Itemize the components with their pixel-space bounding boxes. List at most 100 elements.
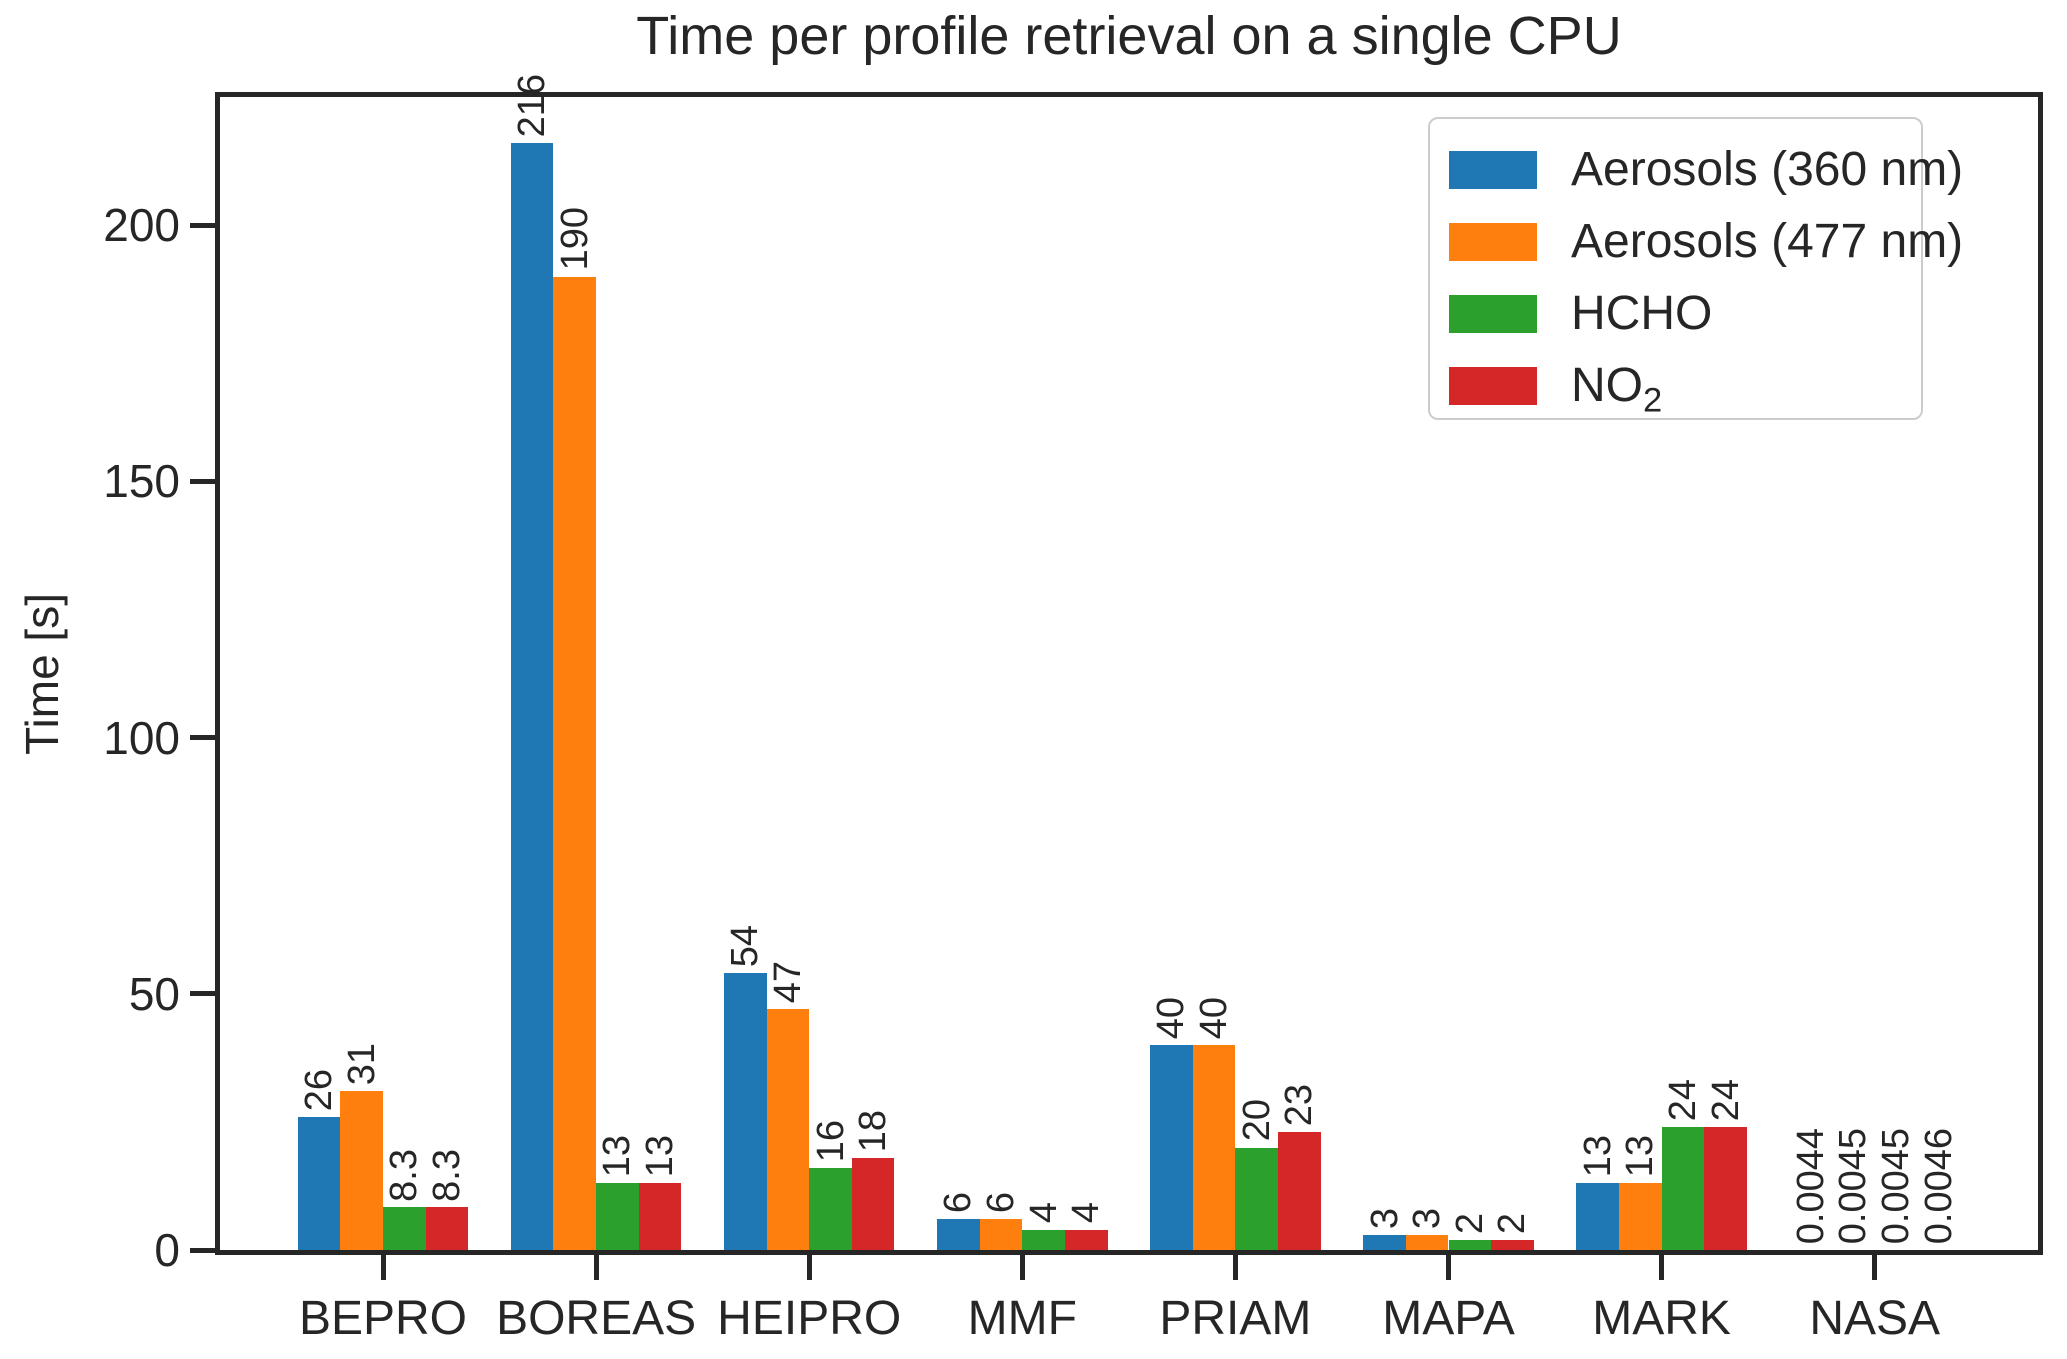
bar-value-label: 3 — [1406, 1207, 1449, 1229]
legend-label-subscript: 2 — [1643, 381, 1663, 420]
y-tick — [190, 222, 215, 228]
bar — [1064, 1229, 1108, 1250]
x-tick — [593, 1255, 599, 1280]
y-tick-label: 200 — [103, 199, 180, 252]
bar — [596, 1183, 639, 1250]
bar-value-label: 23 — [1278, 1083, 1321, 1127]
legend: Aerosols (360 nm) Aerosols (477 nm) HCHO NO… — [1428, 117, 1963, 422]
bar-value-label: 40 — [1150, 996, 1193, 1040]
bar — [510, 143, 554, 1250]
bar-value-label: 4 — [1065, 1202, 1108, 1224]
y-tick-label: 0 — [154, 1224, 180, 1276]
bar-value-label: 31 — [340, 1042, 383, 1086]
legend-row: HCHO — [1449, 278, 1921, 350]
x-tick — [1019, 1255, 1025, 1280]
x-tick-label: BEPRO — [298, 1292, 468, 1345]
bar-value-label: 2 — [1491, 1212, 1534, 1234]
bar-value-label: 0.0046 — [1917, 1127, 1960, 1244]
bar — [297, 1116, 341, 1250]
bar — [340, 1091, 383, 1250]
legend-row: NO2 — [1449, 350, 1921, 422]
bar-value-label: 13 — [596, 1135, 639, 1178]
x-tick-label: PRIAM — [1159, 1292, 1312, 1345]
bar — [553, 276, 597, 1250]
legend-swatch — [1449, 223, 1537, 261]
bar — [809, 1168, 852, 1250]
x-tick-label: MAPA — [1382, 1292, 1515, 1345]
x-tick-label: MARK — [1592, 1292, 1731, 1345]
x-tick-label: MMF — [967, 1292, 1077, 1345]
bar — [1363, 1234, 1406, 1250]
legend-swatch — [1449, 151, 1537, 189]
bar-value-label: 0.0044 — [1789, 1127, 1832, 1244]
x-tick — [1446, 1255, 1451, 1280]
bar-value-label: 20 — [1235, 1099, 1278, 1142]
bar-value-label: 8.3 — [425, 1148, 468, 1202]
y-tick — [190, 478, 215, 484]
bar — [1022, 1229, 1065, 1250]
chart-title: Time per profile retrieval on a single C… — [636, 6, 1622, 66]
legend-swatch — [1449, 295, 1537, 333]
bar-value-label: 40 — [1193, 996, 1236, 1040]
x-tick — [1872, 1255, 1878, 1280]
bar-value-label: 8.3 — [383, 1148, 426, 1202]
x-tick — [806, 1255, 812, 1280]
bar-value-label: 13 — [639, 1135, 682, 1178]
bar — [1150, 1045, 1193, 1250]
y-tick — [190, 1247, 215, 1253]
x-tick — [1659, 1255, 1665, 1280]
bar — [1491, 1239, 1534, 1250]
bar-value-label: 24 — [1661, 1078, 1704, 1122]
bar — [937, 1219, 980, 1250]
bar-value-label: 16 — [809, 1119, 852, 1163]
bar — [723, 973, 767, 1250]
bar-value-label: 13 — [1619, 1135, 1662, 1178]
legend-row: Aerosols (360 nm) — [1449, 134, 1963, 206]
bar — [1278, 1132, 1321, 1250]
legend-label: NO2 — [1571, 359, 1663, 420]
bar — [766, 1009, 810, 1250]
bar — [1618, 1183, 1662, 1250]
bar-value-label: 0.0045 — [1832, 1127, 1875, 1244]
bar — [425, 1207, 469, 1250]
bar-value-label: 26 — [298, 1068, 341, 1111]
y-tick-label: 150 — [103, 455, 180, 508]
x-tick-label: BOREAS — [496, 1292, 697, 1345]
bar-value-label: 54 — [724, 925, 767, 968]
legend-label: Aerosols (477 nm) — [1571, 215, 1964, 268]
bar-value-label: 13 — [1576, 1135, 1619, 1178]
bar-value-label: 6 — [937, 1192, 980, 1214]
x-tick-label: HEIPRO — [717, 1292, 902, 1345]
bar — [1235, 1147, 1278, 1250]
legend-row: Aerosols (477 nm) — [1449, 206, 1963, 278]
bar-value-label: 24 — [1704, 1078, 1747, 1122]
x-tick — [1232, 1255, 1238, 1280]
bar — [638, 1183, 682, 1250]
x-tick-label: NASA — [1809, 1292, 1941, 1345]
y-tick-label: 100 — [103, 711, 180, 764]
y-tick — [190, 735, 215, 741]
y-axis-label: Time [s] — [12, 92, 72, 1255]
bar-value-label: 216 — [511, 73, 554, 138]
bar — [1192, 1045, 1236, 1250]
bar — [1576, 1183, 1619, 1250]
x-tick — [380, 1255, 386, 1280]
y-tick-label: 50 — [128, 967, 180, 1020]
bar — [1448, 1239, 1492, 1250]
legend-swatch — [1449, 367, 1537, 405]
bar — [851, 1157, 895, 1250]
bar-value-label: 0.0045 — [1875, 1127, 1917, 1244]
bar — [1661, 1127, 1705, 1250]
bar-value-label: 190 — [553, 207, 596, 271]
y-tick — [190, 991, 215, 997]
bar — [1704, 1127, 1747, 1250]
bar-value-label: 47 — [766, 960, 809, 1004]
bar-value-label: 3 — [1363, 1207, 1406, 1229]
bar — [979, 1219, 1023, 1250]
legend-label: HCHO — [1571, 287, 1713, 340]
bar-value-label: 6 — [979, 1192, 1022, 1214]
bar-value-label: 18 — [852, 1109, 895, 1152]
bar-value-label: 4 — [1022, 1202, 1065, 1224]
bar-value-label: 2 — [1448, 1212, 1491, 1234]
